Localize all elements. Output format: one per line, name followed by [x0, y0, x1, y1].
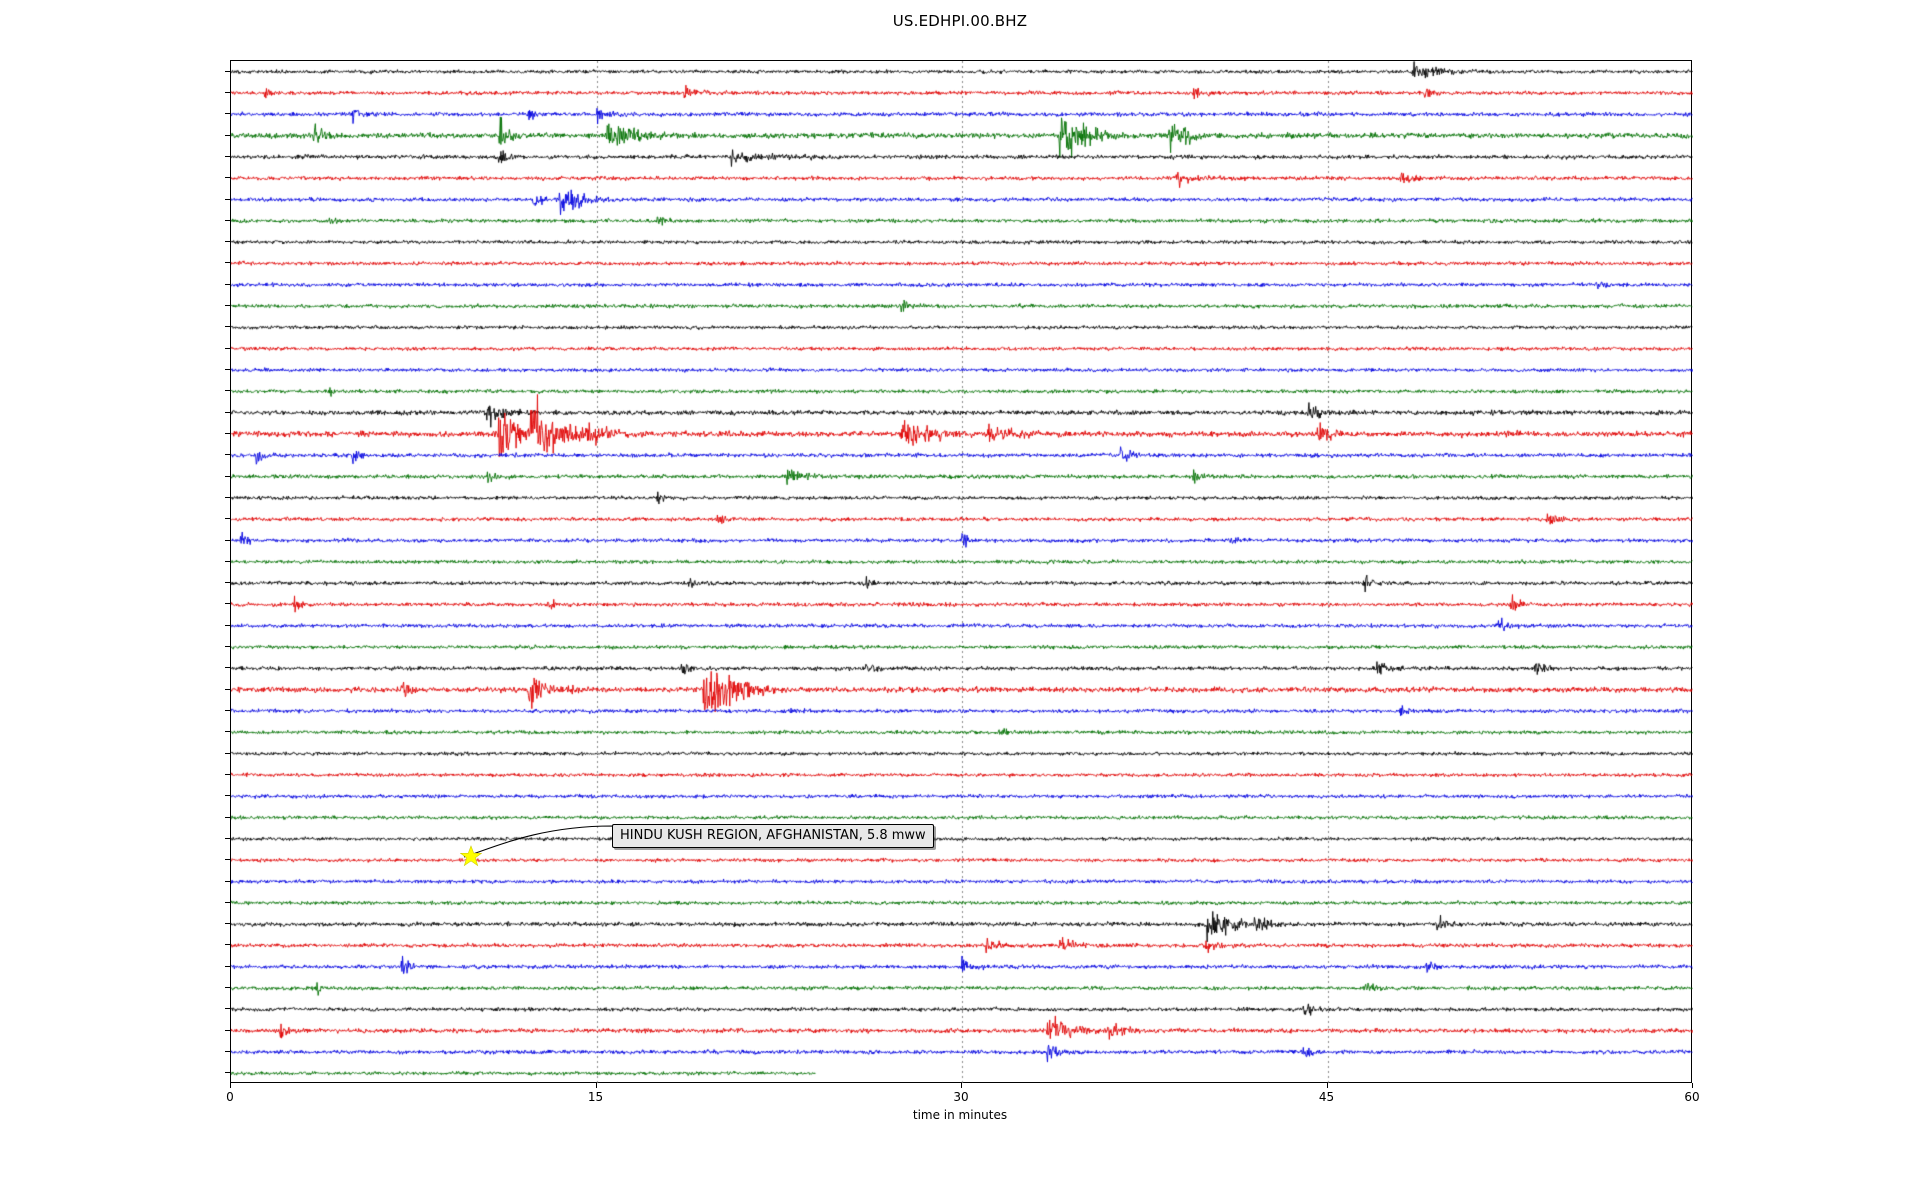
y-axis-tick: [225, 582, 230, 584]
y-axis-tick: [225, 880, 230, 882]
y-axis-tick: [225, 731, 230, 733]
y-axis-tick: [225, 305, 230, 307]
y-axis-tick: [225, 1029, 230, 1031]
page-title: US.EDHPI.00.BHZ: [892, 12, 1028, 30]
x-axis-tick: [961, 1083, 962, 1088]
y-axis-tick: [225, 432, 230, 434]
y-axis-tick: [225, 667, 230, 669]
seismic-traces: [231, 61, 1693, 1084]
y-axis-tick: [225, 241, 230, 243]
x-axis-tick: [595, 1083, 597, 1088]
y-axis-tick: [225, 475, 230, 477]
x-axis-tick-label: 15: [587, 1090, 604, 1104]
y-axis-tick: [225, 113, 230, 115]
plot-area: [230, 60, 1693, 1084]
x-axis-tick: [1692, 1083, 1693, 1088]
y-axis-tick: [225, 283, 230, 285]
y-axis-tick: [225, 369, 230, 371]
y-axis-tick: [225, 411, 230, 413]
x-axis-tick-label: 0: [226, 1090, 234, 1104]
y-axis-tick: [225, 624, 230, 626]
y-axis-tick: [225, 603, 230, 605]
y-axis-labels: 00:00:0201:00:0202:00:0203:00:0204:00:02…: [0, 0, 230, 1200]
y-axis-tick: [225, 944, 230, 946]
y-axis-tick: [225, 646, 230, 648]
y-axis-tick: [225, 134, 230, 136]
x-axis-tick: [230, 1083, 231, 1088]
y-axis-tick: [225, 177, 230, 179]
y-axis-tick: [225, 752, 230, 754]
y-axis-tick: [225, 454, 230, 456]
x-axis-tick-label: 45: [1318, 1090, 1335, 1104]
y-axis-tick: [225, 688, 230, 690]
x-axis-tick: [1326, 1083, 1328, 1088]
x-axis-title: time in minutes: [912, 1108, 1008, 1122]
y-axis-tick: [225, 155, 230, 157]
earthquake-epicenter-star-icon: [460, 845, 482, 867]
y-axis-tick: [225, 795, 230, 797]
y-axis-tick: [225, 773, 230, 775]
y-axis-tick: [225, 901, 230, 903]
y-axis-tick: [225, 1008, 230, 1010]
y-axis-tick: [225, 496, 230, 498]
y-axis-tick: [225, 219, 230, 221]
y-axis-tick: [225, 987, 230, 989]
x-axis-tick-label: 30: [953, 1090, 969, 1104]
y-axis-tick: [225, 91, 230, 93]
y-axis-tick: [225, 816, 230, 818]
earthquake-annotation-label[interactable]: HINDU KUSH REGION, AFGHANISTAN, 5.8 mww: [612, 824, 934, 848]
y-axis-tick: [225, 859, 230, 861]
y-axis-tick: [225, 1072, 230, 1074]
y-axis-tick: [225, 539, 230, 541]
y-axis-tick: [225, 560, 230, 562]
y-axis-tick: [225, 837, 230, 839]
y-axis-tick: [225, 390, 230, 392]
x-axis-tick-label: 60: [1684, 1090, 1700, 1104]
y-axis-tick: [225, 326, 230, 328]
y-axis-tick: [225, 1051, 230, 1053]
y-axis-tick: [225, 198, 230, 200]
y-axis-tick: [225, 965, 230, 967]
y-axis-tick: [225, 923, 230, 925]
y-axis-tick: [225, 518, 230, 520]
y-axis-tick: [225, 347, 230, 349]
y-axis-tick: [225, 710, 230, 712]
y-axis-tick: [225, 262, 230, 264]
y-axis-tick: [225, 70, 230, 72]
